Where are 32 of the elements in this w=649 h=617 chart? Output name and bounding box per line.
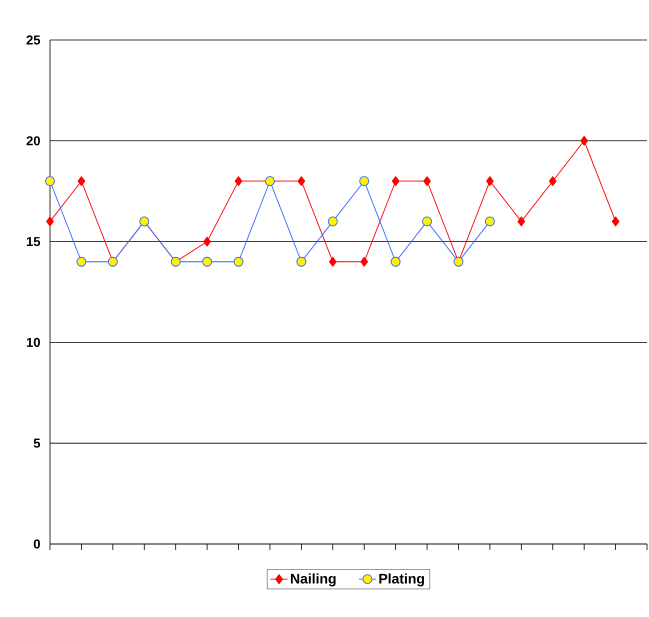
point: [203, 236, 211, 247]
point: [202, 256, 212, 267]
y-tick-label: 20: [26, 136, 40, 146]
point: [392, 176, 400, 186]
y-tick-label: 25: [26, 35, 40, 45]
point: [234, 256, 244, 267]
point: [46, 216, 54, 226]
legend-label: Nailing: [290, 573, 336, 586]
y-tick-label: 10: [26, 338, 40, 347]
point: [78, 176, 86, 186]
point: [328, 256, 337, 267]
point: [298, 176, 306, 186]
point: [422, 216, 432, 226]
point: [359, 176, 370, 186]
point: [518, 216, 526, 226]
point: [486, 176, 494, 186]
point: [580, 136, 588, 146]
point: [423, 176, 431, 186]
legend-label: Plating: [379, 573, 424, 586]
point: [548, 176, 557, 186]
point: [296, 256, 306, 267]
y-tick-label: 0: [34, 539, 40, 549]
point: [234, 176, 242, 186]
y-tick-label: 5: [34, 438, 40, 448]
y-tick-label: 15: [26, 237, 40, 246]
point: [45, 176, 55, 186]
point: [612, 216, 620, 226]
point: [390, 256, 401, 267]
point: [484, 216, 495, 226]
point: [360, 256, 368, 267]
point: [328, 216, 338, 226]
point: [76, 256, 86, 267]
